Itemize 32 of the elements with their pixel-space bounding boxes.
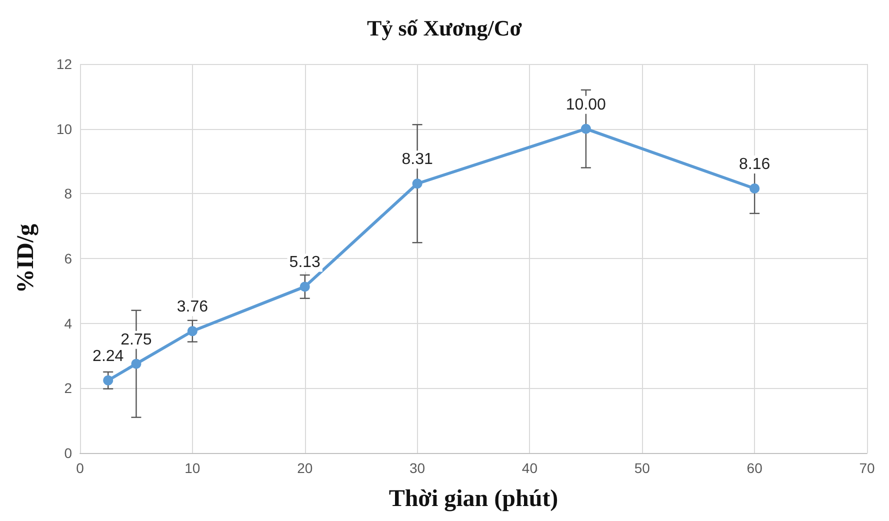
x-tick-label: 50 bbox=[634, 460, 650, 476]
y-tick-label: 0 bbox=[64, 445, 72, 461]
point bbox=[580, 124, 591, 134]
x-tick-label: 10 bbox=[184, 460, 200, 476]
y-tick-label: 8 bbox=[64, 186, 72, 202]
x-tick-label: 70 bbox=[859, 460, 875, 476]
x-tick-label: 60 bbox=[746, 460, 763, 476]
data-label: 8.31 bbox=[402, 151, 433, 168]
y-tick-label: 12 bbox=[56, 56, 72, 72]
x-tick-label: 40 bbox=[522, 460, 538, 476]
y-tick-label: 10 bbox=[56, 120, 72, 137]
x-axis-title: Thời gian (phút) bbox=[388, 486, 558, 512]
point bbox=[750, 183, 760, 194]
point bbox=[300, 282, 310, 292]
point bbox=[187, 326, 198, 336]
data-label: 10.00 bbox=[566, 96, 606, 114]
point bbox=[412, 178, 422, 189]
data-label: 2.75 bbox=[120, 331, 152, 348]
y-tick-label: 6 bbox=[64, 250, 72, 266]
data-label: 8.16 bbox=[739, 156, 770, 173]
y-tick-label: 4 bbox=[64, 315, 72, 332]
x-tick-label: 0 bbox=[76, 460, 84, 476]
data-label: 5.13 bbox=[289, 254, 321, 272]
data-label: 2.24 bbox=[92, 348, 124, 365]
chart-title: Tỷ số Xương/Cơ bbox=[367, 16, 523, 40]
data-label: 3.76 bbox=[176, 298, 208, 316]
y-tick-label: 2 bbox=[64, 380, 72, 396]
x-tick-label: 30 bbox=[409, 460, 426, 476]
x-tick-label: 20 bbox=[297, 460, 313, 476]
point bbox=[131, 358, 142, 369]
point bbox=[103, 375, 114, 386]
y-axis-title: %ID/g bbox=[13, 224, 39, 294]
